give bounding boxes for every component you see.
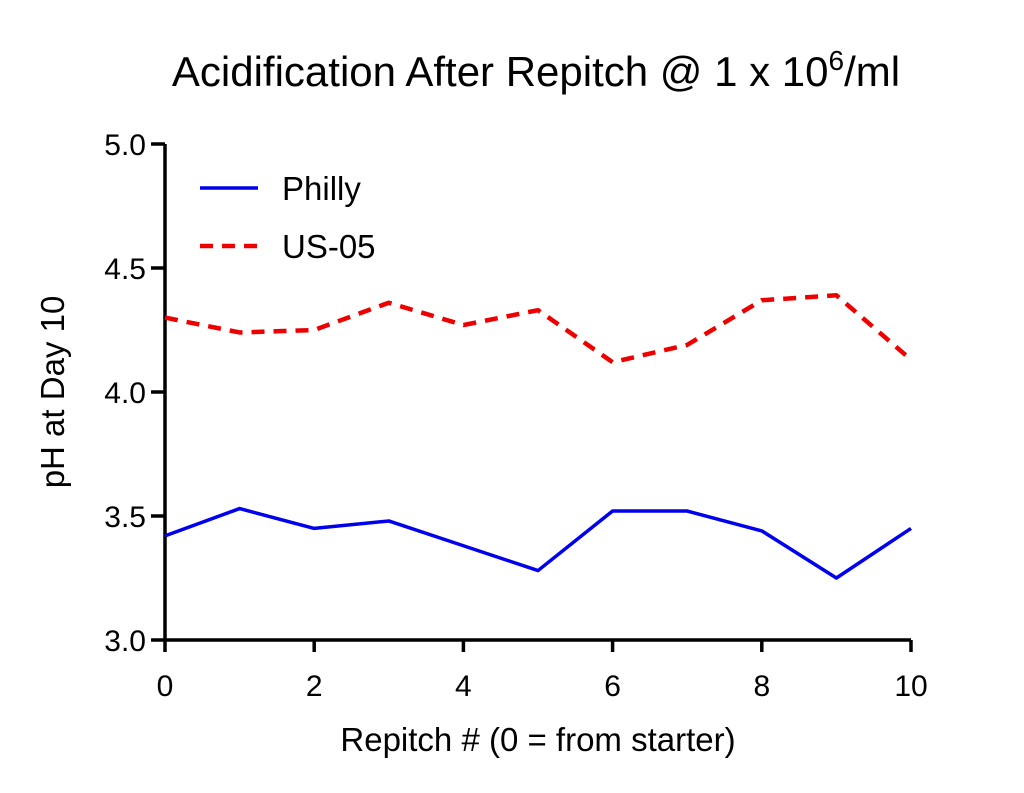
x-ticks: 0 2 4 6 8 10 [157,640,928,703]
y-tick-label: 3.0 [104,625,146,658]
series-line-us-05 [164,293,913,365]
axes [163,144,911,642]
chart-title-main: Acidification After Repitch @ 1 x 10 [172,48,829,95]
x-axis-label: Repitch # (0 = from starter) [340,721,735,758]
y-ticks: 3.0 3.5 4.0 4.5 5.0 [104,129,165,658]
series-layer [164,293,913,580]
x-tick-label: 10 [894,670,927,703]
y-tick-label: 4.0 [104,377,146,410]
series-line-philly [164,506,912,580]
legend-label: Philly [282,170,361,207]
chart-title-suffix: /ml [844,48,900,95]
x-tick-label: 8 [753,670,770,703]
x-tick-label: 6 [604,670,621,703]
y-tick-label: 4.5 [104,253,146,286]
chart-title: Acidification After Repitch @ 1 x 106/ml [172,45,900,95]
x-tick-label: 2 [306,670,323,703]
legend-label: US-05 [282,228,376,265]
y-tick-label: 3.5 [104,501,146,534]
y-axis-label: pH at Day 10 [34,296,71,489]
x-tick-label: 0 [157,670,174,703]
chart-title-superscript: 6 [829,45,845,76]
x-tick-label: 4 [455,670,472,703]
legend: Philly US-05 [200,170,376,265]
y-tick-label: 5.0 [104,129,146,162]
